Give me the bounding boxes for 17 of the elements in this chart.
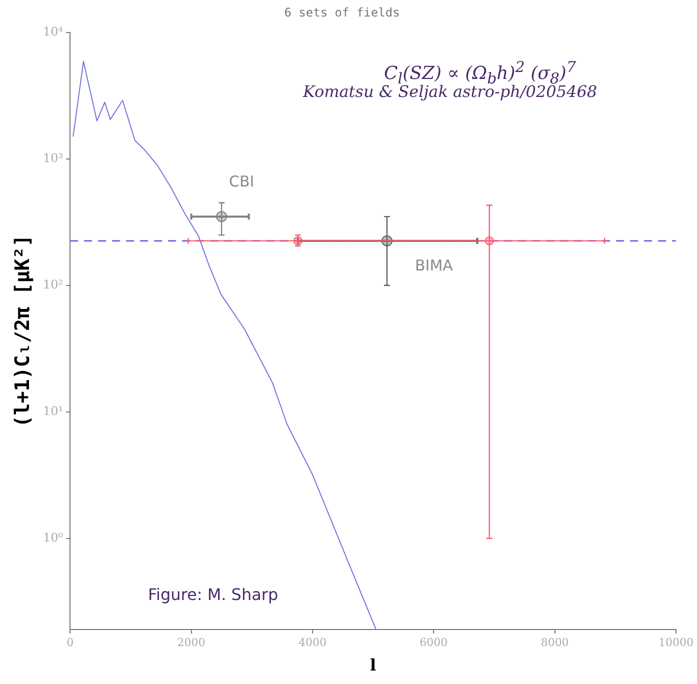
y-tick-label: 10⁰: [42, 530, 64, 544]
x-tick-label: 6000: [420, 636, 448, 650]
x-tick-label: 10000: [658, 636, 694, 650]
y-tick-label: 10¹: [42, 404, 64, 418]
chart-title: 6 sets of fields: [284, 5, 400, 20]
y-tick-label: 10²: [42, 278, 64, 292]
y-axis-title: (l+1)Cₗ/2π [μK²]: [10, 234, 34, 428]
x-tick-label: 8000: [540, 636, 569, 650]
x-tick-label: 0: [66, 636, 74, 650]
x-tick-label: 2000: [177, 636, 206, 650]
series-label: BIMA: [414, 256, 454, 275]
annotation: Figure: M. Sharp: [148, 585, 280, 604]
y-tick-label: 10³: [42, 151, 64, 166]
x-tick-label: 4000: [298, 636, 326, 650]
y-tick-label: 10⁴: [42, 24, 64, 39]
x-axis-title: l: [370, 656, 376, 675]
series-label: CBI: [228, 172, 254, 190]
